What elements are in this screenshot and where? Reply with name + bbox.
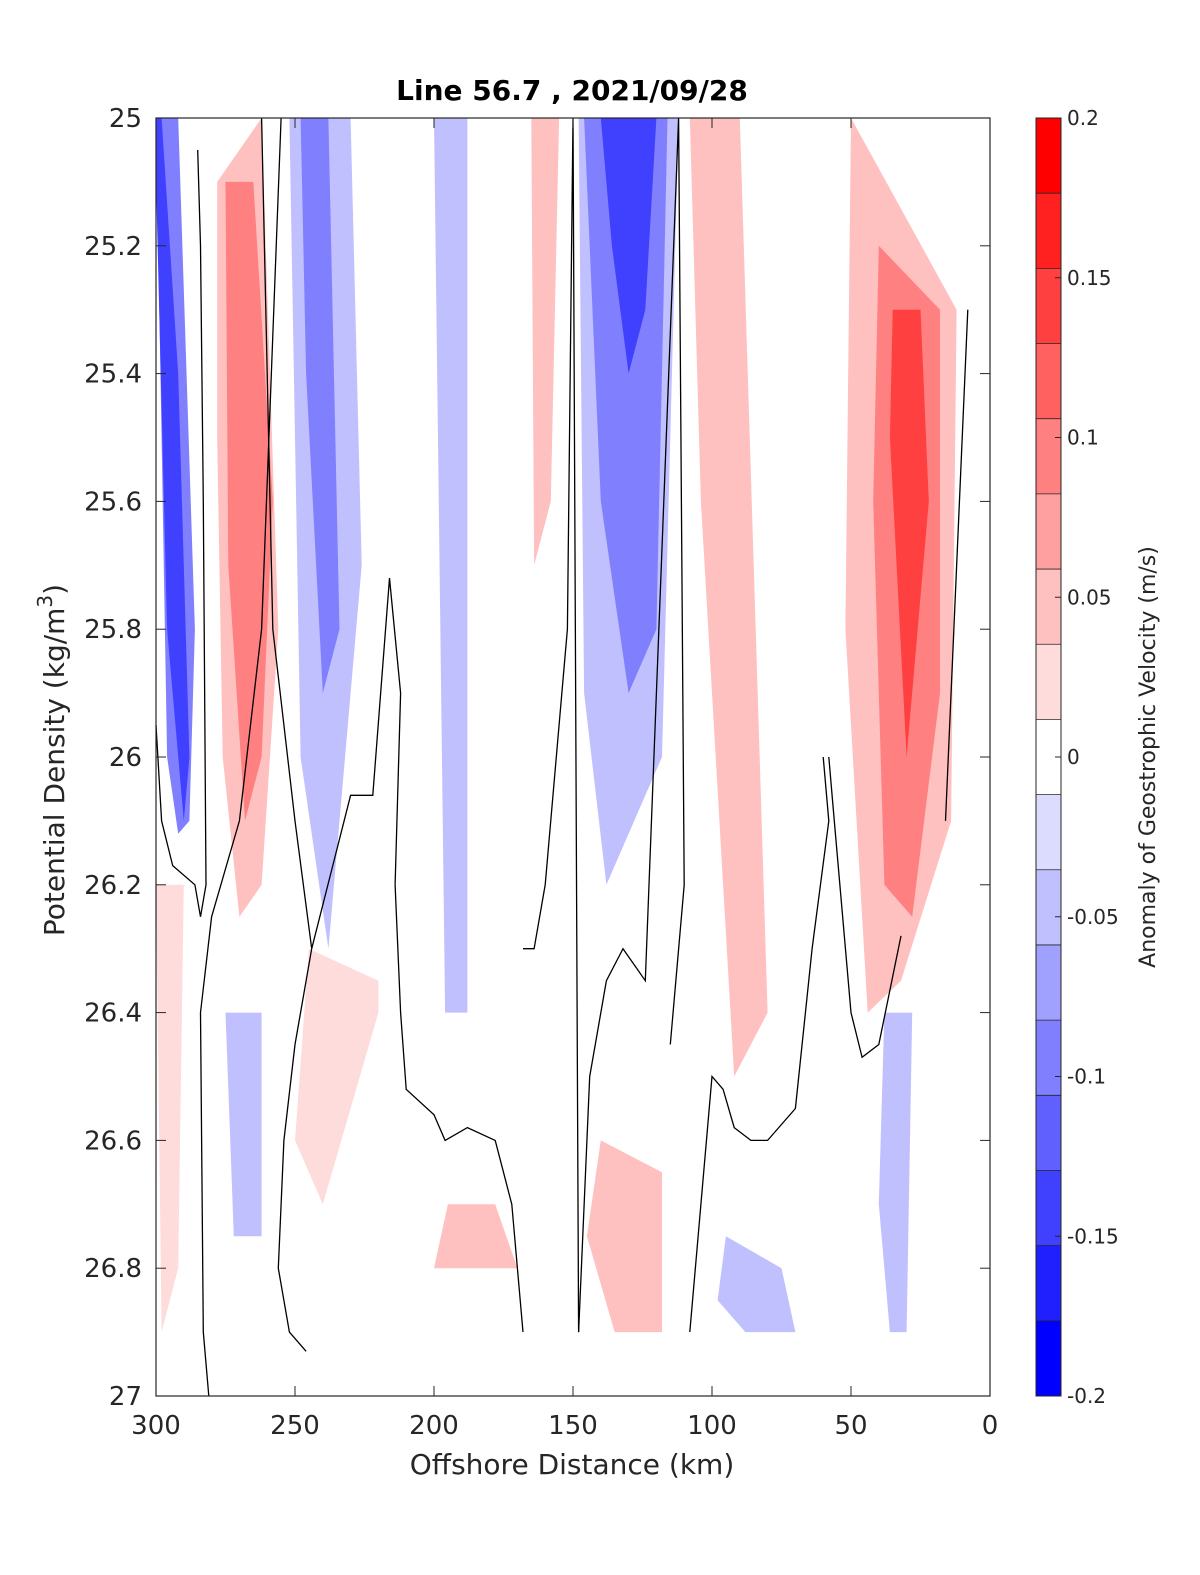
colorbar-swatch xyxy=(1036,118,1061,194)
y-tick-label: 27 xyxy=(109,1382,142,1412)
y-axis-title: Potential Density (kg/m3) xyxy=(33,584,71,936)
y-tick-label: 26.6 xyxy=(84,1126,142,1156)
contour-region xyxy=(434,1204,518,1269)
x-axis-title: Offshore Distance (km) xyxy=(410,1448,735,1481)
zero-contour-line xyxy=(277,948,313,1352)
colorbar-swatches xyxy=(1036,118,1061,1397)
y-tick-label: 25.4 xyxy=(84,360,142,390)
x-tick-label: 300 xyxy=(131,1411,181,1441)
y-tick-label: 25.8 xyxy=(84,615,142,645)
colorbar-swatch xyxy=(1036,794,1061,871)
colorbar-tick-label: 0.05 xyxy=(1067,585,1112,609)
colorbar-tick-label: 0.1 xyxy=(1067,426,1099,450)
x-tick-label: 100 xyxy=(687,1411,737,1441)
contour-region xyxy=(225,1012,262,1237)
x-tick-label: 0 xyxy=(982,1411,999,1441)
contour-region xyxy=(156,118,190,821)
colorbar-swatch xyxy=(1036,1095,1061,1171)
contour-region xyxy=(586,1140,662,1333)
zero-contour-line xyxy=(394,884,524,1333)
x-tick-label: 50 xyxy=(834,1411,867,1441)
zero-contour-layer xyxy=(155,117,969,1397)
colorbar-tick-label: 0.2 xyxy=(1067,106,1099,130)
colorbar-swatch xyxy=(1036,569,1061,645)
contour-region xyxy=(295,948,379,1205)
contour-region xyxy=(717,1236,796,1333)
colorbar-title: Anomaly of Geostrophic Velocity (m/s) xyxy=(1136,546,1161,968)
contour-fill-layer xyxy=(156,118,957,1333)
zero-contour-line xyxy=(577,117,685,1333)
y-tick-label: 26.8 xyxy=(84,1254,142,1284)
colorbar-swatch xyxy=(1036,343,1061,420)
x-axis: 300 250 200 150 100 50 0 xyxy=(131,118,998,1441)
y-tick-label: 25.6 xyxy=(84,487,142,517)
plot-area xyxy=(155,117,991,1397)
zero-contour-line xyxy=(260,117,402,949)
colorbar: 0.2 0.15 0.1 0.05 0 -0.05 -0.1 -0.15 -0.2 xyxy=(1035,106,1119,1408)
colorbar-swatch xyxy=(1036,944,1061,1021)
y-tick-label: 26.4 xyxy=(84,999,142,1029)
colorbar-swatch xyxy=(1036,1020,1061,1096)
y-tick-label: 26.2 xyxy=(84,871,142,901)
colorbar-tick-label: 0.15 xyxy=(1067,266,1112,290)
contour-region xyxy=(531,118,560,566)
x-tick-label: 200 xyxy=(409,1411,459,1441)
chart-title: Line 56.7 , 2021/09/28 xyxy=(396,74,748,107)
zero-contour-line xyxy=(199,117,282,1397)
x-tick-label: 250 xyxy=(270,1411,320,1441)
y-tick-label: 25.2 xyxy=(84,232,142,262)
colorbar-ticks: 0.2 0.15 0.1 0.05 0 -0.05 -0.1 -0.15 -0.2 xyxy=(1055,106,1119,1408)
colorbar-tick-label: 0 xyxy=(1067,745,1080,769)
y-tick-label: 25 xyxy=(109,104,142,134)
contour-region xyxy=(889,309,929,757)
y-axis-title-superscript: 3 xyxy=(33,595,57,608)
colorbar-swatch xyxy=(1036,869,1061,946)
contour-region xyxy=(600,118,657,374)
y-tick-label: 26 xyxy=(109,743,142,773)
y-axis: 25 25.2 25.4 25.6 25.8 26 26.2 26.4 26.6 26.8 27 xyxy=(84,104,990,1412)
colorbar-swatch xyxy=(1036,1170,1061,1247)
colorbar-tick-label: -0.2 xyxy=(1067,1384,1106,1408)
colorbar-swatch xyxy=(1036,268,1061,345)
contour-region xyxy=(225,181,273,821)
x-tick-label: 150 xyxy=(548,1411,598,1441)
colorbar-swatch xyxy=(1036,418,1061,495)
zero-contour-line xyxy=(523,117,580,1333)
contour-region xyxy=(878,1012,913,1333)
colorbar-swatch xyxy=(1036,1245,1061,1322)
zero-contour-line xyxy=(155,149,207,917)
contour-region xyxy=(689,118,768,1077)
contour-region xyxy=(156,884,184,1333)
colorbar-swatch xyxy=(1036,1320,1061,1397)
zero-contour-line xyxy=(689,756,830,1333)
colorbar-tick-label: -0.15 xyxy=(1067,1224,1119,1248)
colorbar-tick-label: -0.05 xyxy=(1067,905,1119,929)
zero-contour-line xyxy=(828,756,902,1059)
colorbar-tick-label: -0.1 xyxy=(1067,1065,1106,1089)
contour-region xyxy=(434,118,468,1013)
colorbar-swatch xyxy=(1036,493,1061,570)
colorbar-swatch xyxy=(1036,644,1061,720)
y-axis-title-close: ) xyxy=(38,584,71,595)
y-axis-title-main: Potential Density (kg/m xyxy=(38,608,71,937)
contour-region xyxy=(300,118,340,694)
colorbar-swatch xyxy=(1036,193,1061,269)
zero-contour-line xyxy=(944,309,969,821)
